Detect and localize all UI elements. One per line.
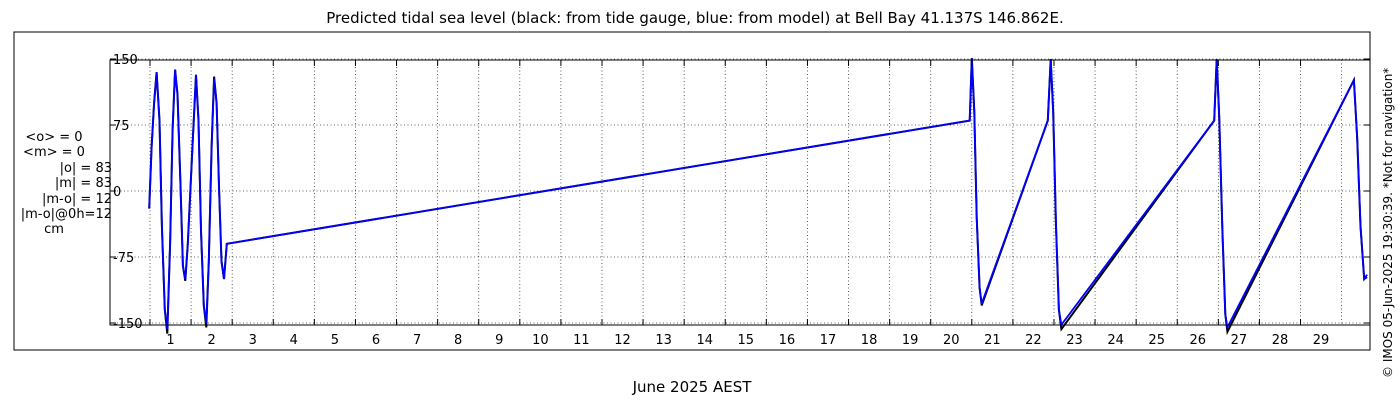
x-tick-label: 5: [331, 333, 339, 348]
x-tick-label: 27: [1231, 333, 1248, 348]
x-tick-label: 15: [738, 333, 755, 348]
y-tick-label: 75: [113, 119, 130, 134]
stat-abs-diff: |m-o| = 12: [41, 191, 112, 207]
x-tick-label: 2: [207, 333, 215, 348]
x-tick-label: 4: [290, 333, 298, 348]
x-tick-label: 24: [1107, 333, 1124, 348]
x-tick-label: 14: [696, 333, 713, 348]
x-tick-label: 9: [495, 333, 503, 348]
x-tick-label: 13: [655, 333, 672, 348]
x-tick-label: 26: [1190, 333, 1207, 348]
stat-abs-diff-0h: |m-o|@0h=12: [20, 207, 112, 223]
x-tick-label: 1: [166, 333, 174, 348]
x-axis-label: June 2025 AEST: [632, 378, 753, 396]
x-tick-label: 16: [779, 333, 796, 348]
x-tick-label: 29: [1313, 333, 1330, 348]
series-line-1: [148, 58, 1368, 331]
y-tick-label: 150: [113, 53, 138, 68]
x-tick-label: 10: [532, 333, 549, 348]
stat-abs-model: |m| = 83: [54, 176, 112, 192]
x-tick-label: 19: [902, 333, 919, 348]
x-tick-label: 3: [249, 333, 257, 348]
stat-abs-observed: |o| = 83: [59, 160, 112, 176]
x-tick-label: 21: [984, 333, 1001, 348]
stat-mean-model: <m> = 0: [23, 145, 85, 161]
x-tick-label: 20: [943, 333, 960, 348]
grid-layer: [110, 58, 1370, 325]
x-tick-label: 25: [1148, 333, 1165, 348]
y-tick-label: -150: [113, 317, 143, 332]
x-tick-label: 28: [1272, 333, 1289, 348]
series-layer: [148, 58, 1368, 336]
y-tick-label: 0: [113, 185, 121, 200]
x-tick-label: 23: [1066, 333, 1083, 348]
x-tick-label: 22: [1025, 333, 1042, 348]
chart-title: Predicted tidal sea level (black: from t…: [326, 9, 1064, 27]
plot-area-frame: [109, 59, 1371, 326]
x-tick-label: 18: [861, 333, 878, 348]
x-tick-label: 6: [372, 333, 380, 348]
x-tick-label: 12: [614, 333, 631, 348]
statistics-panel: <o> = 0 <m> = 0 |o| = 83 |m| = 83 |m-o| …: [10, 130, 112, 238]
x-tick-label: 11: [573, 333, 590, 348]
y-tick-label: -75: [113, 251, 134, 266]
series-line-0: [148, 58, 1368, 336]
stat-mean-observed: <o> = 0: [25, 130, 83, 145]
x-tick-label: 7: [413, 333, 421, 348]
x-tick-label: 17: [820, 333, 837, 348]
x-tick-label: 8: [454, 333, 462, 348]
stat-units: cm: [44, 222, 64, 238]
